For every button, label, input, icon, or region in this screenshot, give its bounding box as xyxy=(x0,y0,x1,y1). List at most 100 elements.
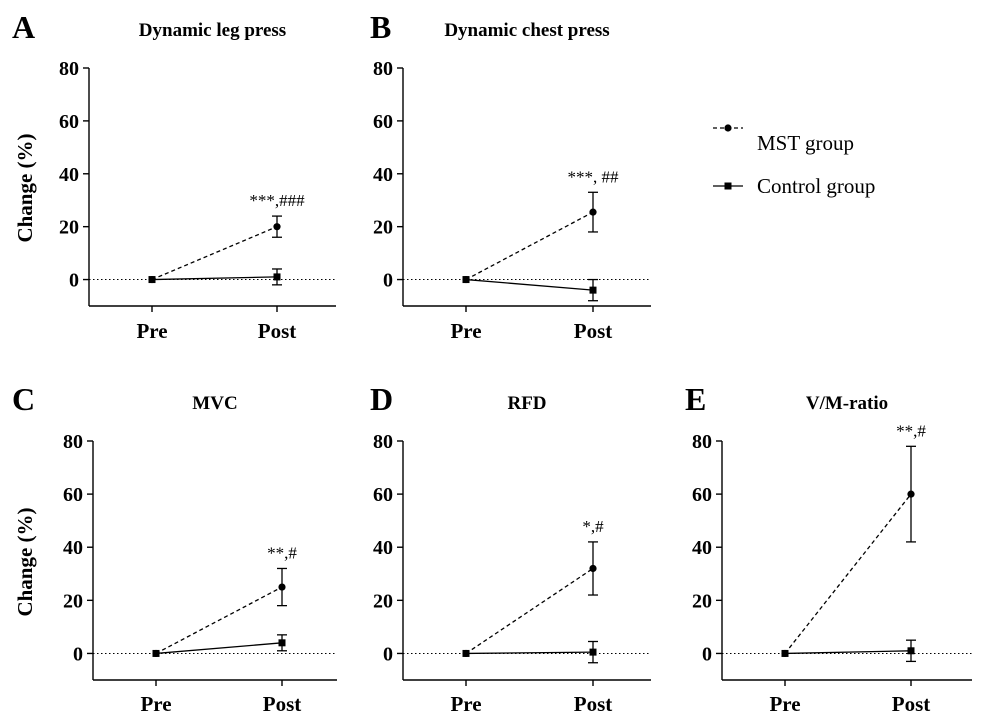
panel-c: C MVC Change (%) 0 20 40 60 80 Pre Post **,# xyxy=(12,381,337,713)
significance-annotation: *,# xyxy=(582,517,604,536)
x-tick-label: Pre xyxy=(769,692,800,713)
data-point xyxy=(148,276,156,284)
series-mst xyxy=(781,445,916,658)
data-point xyxy=(907,647,915,655)
series-line xyxy=(465,567,594,654)
series-control xyxy=(152,634,287,657)
y-tick-label: 40 xyxy=(373,164,393,186)
data-point xyxy=(278,583,286,591)
panel-d: D RFD 0 20 40 60 80 Pre Post *,# xyxy=(370,381,651,713)
series-control xyxy=(462,640,598,664)
panel-letter: E xyxy=(685,381,706,417)
y-tick-label: 60 xyxy=(373,484,393,506)
y-tick-label: 40 xyxy=(373,537,393,559)
data-point xyxy=(589,564,597,573)
series-line xyxy=(151,276,278,281)
legend-item-mst: MST group xyxy=(713,124,854,155)
panel-b: B Dynamic chest press 0 20 40 60 80 Pre Post ***,… xyxy=(370,9,651,343)
data-point xyxy=(462,649,470,657)
legend-mst-marker xyxy=(724,124,732,132)
panel-title: MVC xyxy=(192,393,237,414)
series-line xyxy=(784,650,912,655)
y-tick-label: 60 xyxy=(692,484,712,506)
panel-letter: B xyxy=(370,9,391,45)
y-tick-label: 80 xyxy=(59,58,79,80)
significance-annotation: ***, ## xyxy=(568,167,620,186)
panel-title: Dynamic chest press xyxy=(444,20,609,41)
series-control xyxy=(781,639,916,663)
y-axis-label: Change (%) xyxy=(13,133,37,242)
panels: A Dynamic leg press Change (%) 0 20 40 60 80 Pre… xyxy=(12,9,972,713)
panel-title: Dynamic leg press xyxy=(139,20,286,41)
series-line xyxy=(155,586,283,655)
x-tick-label: Pre xyxy=(450,319,481,343)
data-point xyxy=(273,223,281,231)
y-tick-label: 20 xyxy=(373,590,393,612)
significance-annotation: ***,### xyxy=(249,191,305,210)
panel-title: V/M-ratio xyxy=(806,393,888,414)
y-tick-label: 20 xyxy=(373,217,393,239)
y-tick-label: 20 xyxy=(63,590,83,612)
y-tick-label: 0 xyxy=(702,643,712,665)
panel-title: RFD xyxy=(507,393,546,414)
y-tick-label: 80 xyxy=(63,431,83,453)
panel-e: E V/M-ratio 0 20 40 60 80 Pre Post **,# xyxy=(685,381,972,713)
y-tick-label: 80 xyxy=(373,431,393,453)
series-line xyxy=(784,493,912,654)
y-tick-label: 80 xyxy=(373,58,393,80)
significance-annotation: **,# xyxy=(896,421,926,440)
x-tick-label: Pre xyxy=(450,692,481,713)
legend-mst-label: MST group xyxy=(757,131,854,155)
y-axis-label: Change (%) xyxy=(13,507,37,616)
data-point xyxy=(907,490,915,498)
series-control xyxy=(148,268,282,286)
series-mst xyxy=(462,541,598,658)
y-tick-label: 60 xyxy=(63,484,83,506)
y-tick-label: 60 xyxy=(59,111,79,133)
data-point xyxy=(781,649,789,657)
series-control xyxy=(462,276,598,302)
series-line xyxy=(465,211,594,281)
y-tick-label: 20 xyxy=(692,590,712,612)
data-point xyxy=(589,208,597,216)
data-point xyxy=(589,286,597,294)
legend-item-control: Control group xyxy=(713,174,875,198)
y-tick-label: 0 xyxy=(383,270,393,292)
y-tick-label: 40 xyxy=(63,537,83,559)
x-tick-label: Pre xyxy=(140,692,171,713)
x-tick-label: Pre xyxy=(136,319,167,343)
data-point xyxy=(589,648,597,656)
data-point xyxy=(273,273,281,281)
panel-letter: C xyxy=(12,381,35,417)
series-line xyxy=(151,226,278,281)
x-tick-label: Post xyxy=(574,319,613,343)
y-tick-label: 40 xyxy=(59,164,79,186)
panel-letter: A xyxy=(12,9,35,45)
series-mst xyxy=(148,215,282,284)
data-point xyxy=(152,649,160,657)
x-tick-label: Post xyxy=(892,692,931,713)
legend-control-marker xyxy=(724,182,732,190)
series-line xyxy=(155,642,283,655)
x-tick-label: Post xyxy=(258,319,297,343)
y-tick-label: 60 xyxy=(373,111,393,133)
legend: MST group Control group xyxy=(713,124,875,198)
y-tick-label: 0 xyxy=(73,643,83,665)
series-mst xyxy=(462,191,598,284)
legend-control-label: Control group xyxy=(757,174,875,198)
y-tick-label: 0 xyxy=(383,643,393,665)
panel-letter: D xyxy=(370,381,393,417)
series-line xyxy=(465,651,594,655)
data-point xyxy=(462,276,470,284)
x-tick-label: Post xyxy=(574,692,613,713)
data-point xyxy=(278,639,286,647)
significance-annotation: **,# xyxy=(267,543,297,562)
y-tick-label: 80 xyxy=(692,431,712,453)
series-line xyxy=(465,278,594,291)
x-tick-label: Post xyxy=(263,692,302,713)
y-tick-label: 40 xyxy=(692,537,712,559)
y-tick-label: 0 xyxy=(69,270,79,292)
y-tick-label: 20 xyxy=(59,217,79,239)
panel-a: A Dynamic leg press Change (%) 0 20 40 60 80 Pre… xyxy=(12,9,336,343)
